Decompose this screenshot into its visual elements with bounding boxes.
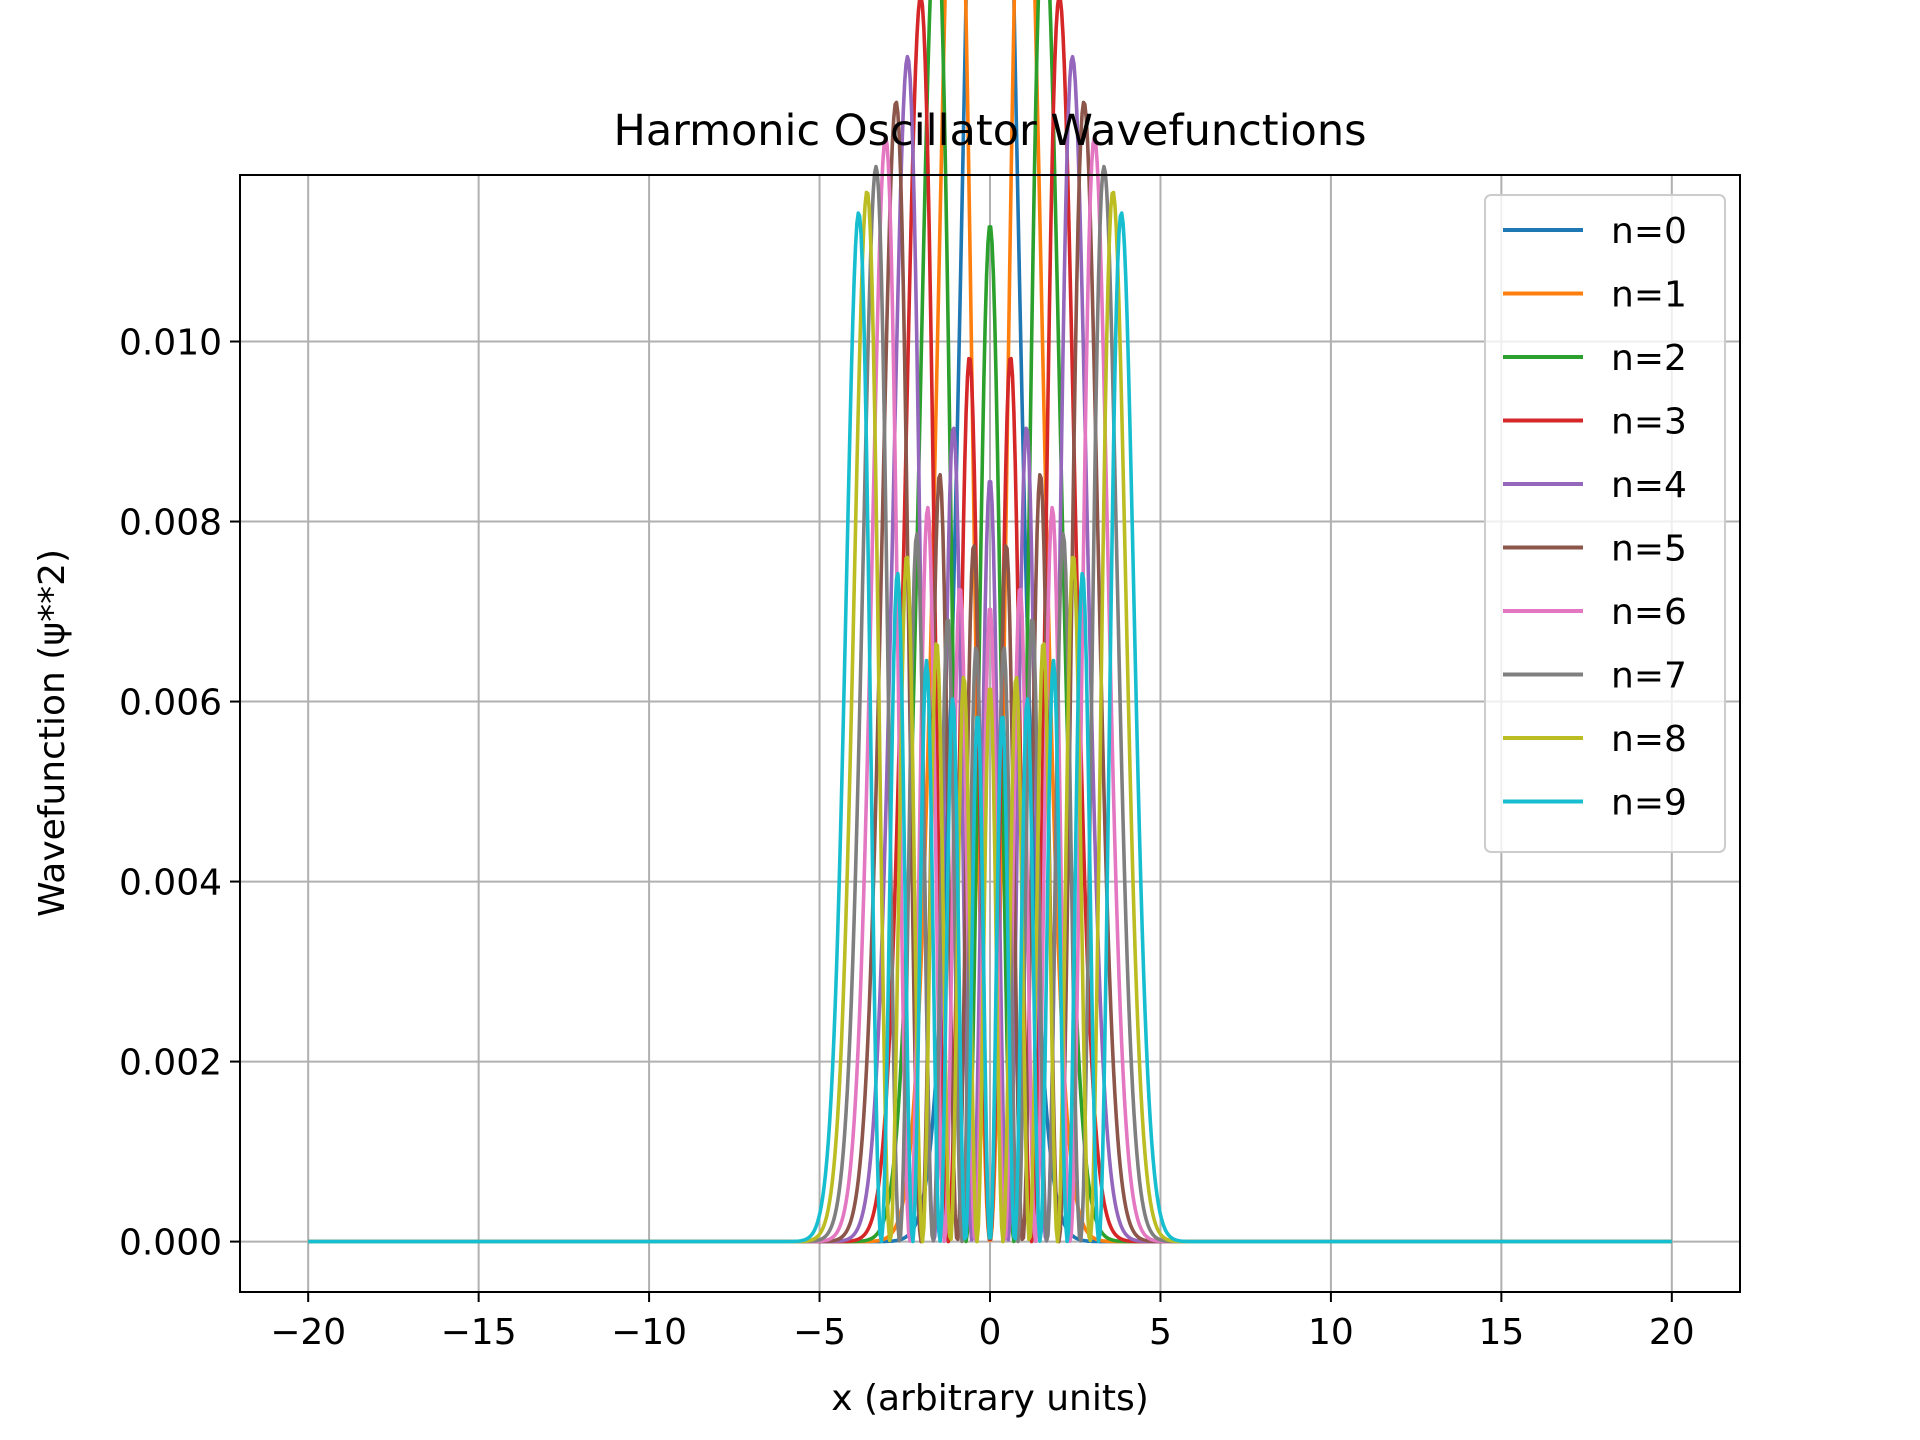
y-tick-label: 0.004 <box>119 863 222 904</box>
x-tick-label: −10 <box>611 1312 687 1353</box>
x-tick-label: 15 <box>1478 1312 1524 1353</box>
x-tick-label: 20 <box>1649 1312 1695 1353</box>
legend-label: n=8 <box>1611 719 1687 760</box>
y-tick-label: 0.000 <box>119 1223 222 1264</box>
x-axis-label: x (arbitrary units) <box>831 1378 1149 1419</box>
series-layer <box>307 0 1673 1244</box>
x-tick-label: −15 <box>441 1312 517 1353</box>
legend-label: n=1 <box>1611 275 1687 316</box>
series-line-n=9 <box>307 211 1673 1244</box>
legend-label: n=0 <box>1611 211 1687 252</box>
legend-label: n=5 <box>1611 529 1687 570</box>
x-tick-label: 10 <box>1308 1312 1354 1353</box>
legend-label: n=9 <box>1611 783 1687 824</box>
x-tick-label: −20 <box>270 1312 346 1353</box>
legend-label: n=7 <box>1611 656 1687 697</box>
x-tick-label: 0 <box>979 1312 1002 1353</box>
y-tick-label: 0.008 <box>119 503 222 544</box>
chart-title: Harmonic Oscillator Wavefunctions <box>614 106 1367 156</box>
x-tick-label: 5 <box>1149 1312 1172 1353</box>
legend-label: n=2 <box>1611 338 1687 379</box>
y-tick-label: 0.002 <box>119 1043 222 1084</box>
legend-box <box>1484 194 1726 853</box>
ticks-layer: −20 −15 −10 −5 0 5 10 15 20 0.000 0.002 0.004 0.006 0… <box>119 323 1695 1353</box>
y-axis-label: Wavefunction (ψ**2) <box>32 549 73 917</box>
x-tick-label: −5 <box>793 1312 846 1353</box>
legend-label: n=6 <box>1611 592 1687 633</box>
legend-label: n=3 <box>1611 402 1687 443</box>
y-tick-label: 0.006 <box>119 683 222 724</box>
legend-label: n=4 <box>1611 465 1687 506</box>
y-tick-label: 0.010 <box>119 323 222 364</box>
legend: n=0 n=1 n=2 n=3 n=4 n=5 n=6 n=7 n=8 n=9 <box>1484 194 1726 853</box>
